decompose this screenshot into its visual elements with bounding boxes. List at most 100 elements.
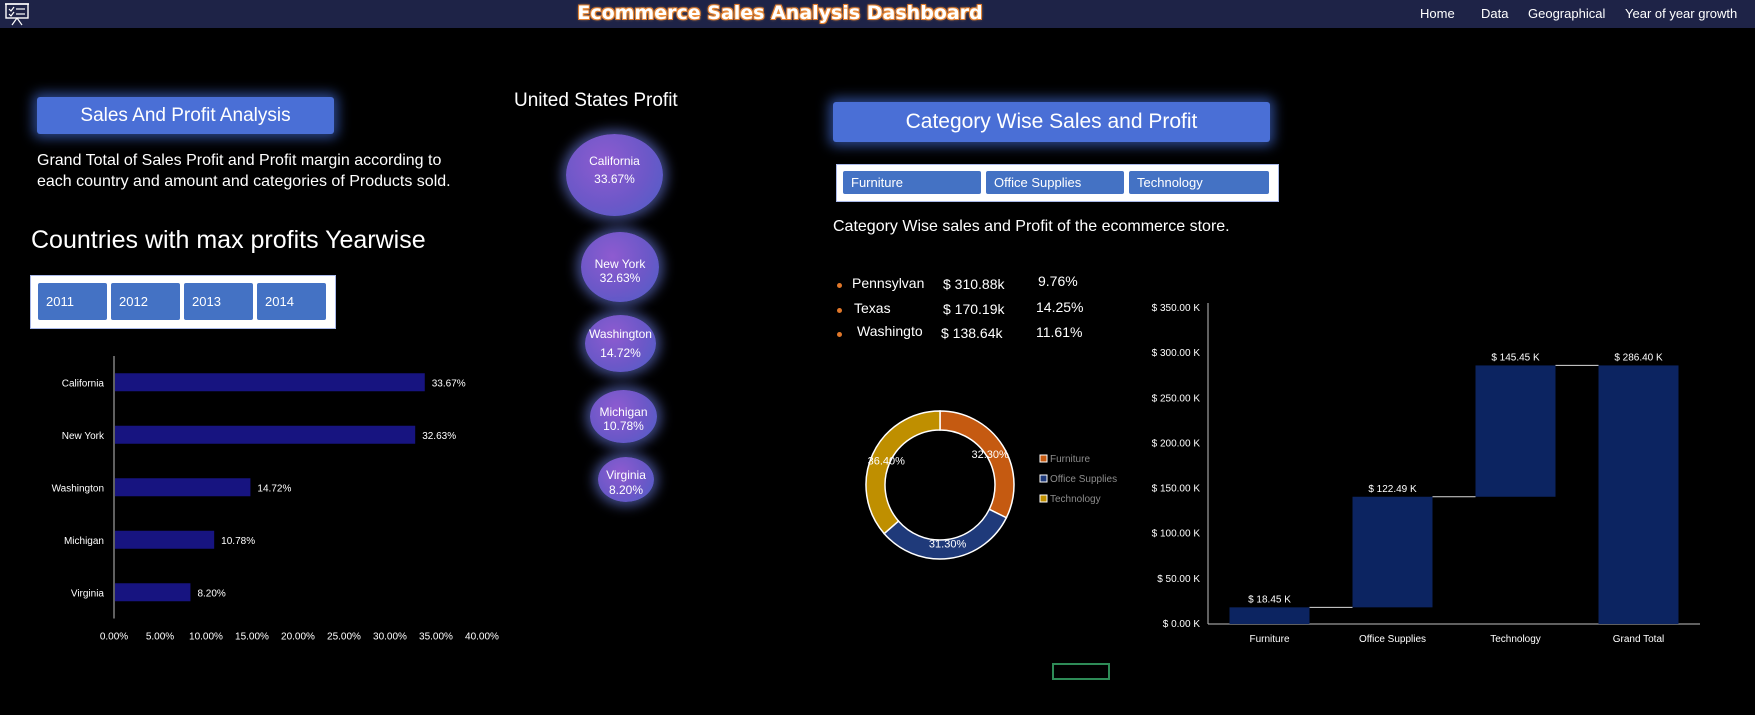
- x-tick-label: 0.00%: [100, 632, 128, 643]
- x-tick-label: 35.00%: [419, 632, 453, 643]
- bubble-new-york-value: 32.63%: [599, 271, 641, 285]
- bubble-washington[interactable]: Washington 14.72%: [585, 315, 656, 372]
- data-label: 14.72%: [257, 483, 291, 494]
- bubble-virginia-value: 8.20%: [608, 483, 644, 497]
- slice-label: 31.30%: [929, 539, 967, 551]
- x-category-label: Furniture: [1249, 634, 1289, 645]
- top-bar: Ecommerce Sales Analysis Dashboard Home …: [0, 0, 1755, 28]
- x-tick-label: 15.00%: [235, 632, 269, 643]
- category-label: Virginia: [71, 588, 105, 599]
- bubble-california-value: 33.67%: [594, 172, 635, 186]
- y-tick-label: $ 300.00 K: [1152, 348, 1201, 359]
- state-name-pennsylvania: Pennsylvan: [852, 275, 925, 291]
- y-tick-label: $ 150.00 K: [1152, 484, 1201, 495]
- us-profit-heading: United States Profit: [514, 90, 678, 111]
- category-label: New York: [62, 431, 105, 442]
- data-label: 32.63%: [422, 431, 456, 442]
- x-category-label: Technology: [1490, 634, 1541, 645]
- category-waterfall-chart: $ 0.00 K $ 50.00 K $ 100.00 K $ 150.00 K $ 2…: [1152, 303, 1700, 645]
- x-tick-label: 20.00%: [281, 632, 315, 643]
- state-name-washington: Washingto: [857, 323, 923, 339]
- year-2012-button[interactable]: 2012: [111, 283, 180, 320]
- state-amount-texas: $ 170.19k: [943, 301, 1005, 317]
- bullet-icon: [837, 283, 842, 288]
- category-furniture-button[interactable]: Furniture: [843, 171, 981, 194]
- y-tick-label: $ 250.00 K: [1152, 393, 1201, 404]
- data-label: $ 18.45 K: [1248, 594, 1291, 605]
- bubble-michigan-name: Michigan: [599, 405, 648, 419]
- donut-slice[interactable]: [939, 410, 1015, 519]
- nav-home[interactable]: Home: [1420, 6, 1455, 21]
- x-category-label: Grand Total: [1613, 634, 1665, 645]
- slice-label: 36.40%: [868, 456, 906, 468]
- bubble-virginia-name: Virginia: [606, 468, 646, 482]
- y-tick-label: $ 0.00 K: [1163, 619, 1201, 630]
- presentation-icon[interactable]: [4, 2, 30, 26]
- bar[interactable]: [115, 478, 251, 497]
- bubble-michigan-value: 10.78%: [603, 419, 644, 433]
- state-pct-washington: 11.61%: [1036, 324, 1083, 340]
- waterfall-bar[interactable]: [1598, 365, 1679, 624]
- category-donut-chart: 32.30% 31.30% 36.40% Furniture Office Suppli…: [865, 410, 1117, 560]
- bubble-new-york-name: New York: [594, 257, 646, 271]
- donut-slice[interactable]: [865, 410, 941, 535]
- year-2011-button[interactable]: 2011: [38, 283, 107, 320]
- left-description: Grand Total of Sales Profit and Profit m…: [37, 150, 451, 192]
- bar[interactable]: [115, 583, 191, 602]
- legend-label: Office Supplies: [1050, 474, 1117, 485]
- bubble-virginia[interactable]: Virginia 8.20%: [598, 457, 654, 502]
- legend-label: Technology: [1050, 494, 1101, 505]
- legend-swatch: [1039, 474, 1048, 483]
- data-label: 33.67%: [432, 378, 466, 389]
- bubble-california-name: California: [589, 154, 640, 168]
- waterfall-bar[interactable]: [1475, 365, 1556, 497]
- data-label: $ 122.49 K: [1368, 484, 1417, 495]
- legend-swatch: [1039, 454, 1048, 463]
- x-tick-label: 5.00%: [146, 632, 174, 643]
- year-2014-button[interactable]: 2014: [257, 283, 326, 320]
- legend-label: Furniture: [1050, 454, 1090, 465]
- countries-heading: Countries with max profits Yearwise: [31, 226, 426, 254]
- category-label: Washington: [52, 483, 104, 494]
- data-label: $ 286.40 K: [1614, 352, 1663, 363]
- state-pct-texas: 14.25%: [1036, 299, 1084, 315]
- state-name-texas: Texas: [854, 300, 891, 316]
- bar[interactable]: [115, 373, 425, 392]
- y-tick-label: $ 100.00 K: [1152, 529, 1201, 540]
- bubble-california[interactable]: California 33.67%: [566, 134, 663, 216]
- donut-slice[interactable]: [883, 508, 1008, 560]
- state-amount-washington: $ 138.64k: [941, 325, 1003, 341]
- category-office-supplies-button[interactable]: Office Supplies: [986, 171, 1124, 194]
- left-description-line1: Grand Total of Sales Profit and Profit m…: [37, 152, 442, 169]
- state-amount-pennsylvania: $ 310.88k: [943, 276, 1005, 292]
- waterfall-bar[interactable]: [1229, 607, 1310, 624]
- selected-cell[interactable]: [1052, 663, 1110, 680]
- waterfall-bar[interactable]: [1352, 496, 1433, 608]
- bar[interactable]: [115, 425, 416, 444]
- x-category-label: Office Supplies: [1359, 634, 1426, 645]
- category-wise-button[interactable]: Category Wise Sales and Profit: [833, 102, 1270, 142]
- x-tick-label: 25.00%: [327, 632, 361, 643]
- data-label: $ 145.45 K: [1491, 352, 1540, 363]
- nav-year-of-year-growth[interactable]: Year of year growth: [1625, 6, 1738, 21]
- dashboard-title: Ecommerce Sales Analysis Dashboard: [577, 2, 983, 24]
- sales-profit-analysis-button[interactable]: Sales And Profit Analysis: [37, 97, 334, 134]
- bubble-michigan[interactable]: Michigan 10.78%: [590, 390, 657, 443]
- x-tick-label: 10.00%: [189, 632, 223, 643]
- country-profit-bar-chart: California 33.67% New York 32.63% Washington…: [52, 356, 499, 643]
- nav-geographical[interactable]: Geographical: [1528, 6, 1606, 21]
- bubble-washington-name: Washington: [589, 327, 652, 341]
- category-description: Category Wise sales and Profit of the ec…: [833, 218, 1230, 235]
- year-2013-button[interactable]: 2013: [184, 283, 253, 320]
- category-slicer: Furniture Office Supplies Technology: [836, 164, 1279, 202]
- slice-label: 32.30%: [971, 449, 1009, 461]
- nav-data[interactable]: Data: [1481, 6, 1509, 21]
- category-label: California: [62, 378, 105, 389]
- bar[interactable]: [115, 530, 215, 549]
- bullet-icon: [837, 332, 842, 337]
- bubble-new-york[interactable]: New York 32.63%: [581, 232, 659, 302]
- legend-swatch: [1039, 494, 1048, 503]
- state-pct-pennsylvania: 9.76%: [1038, 273, 1078, 289]
- category-technology-button[interactable]: Technology: [1129, 171, 1269, 194]
- data-label: 10.78%: [221, 536, 255, 547]
